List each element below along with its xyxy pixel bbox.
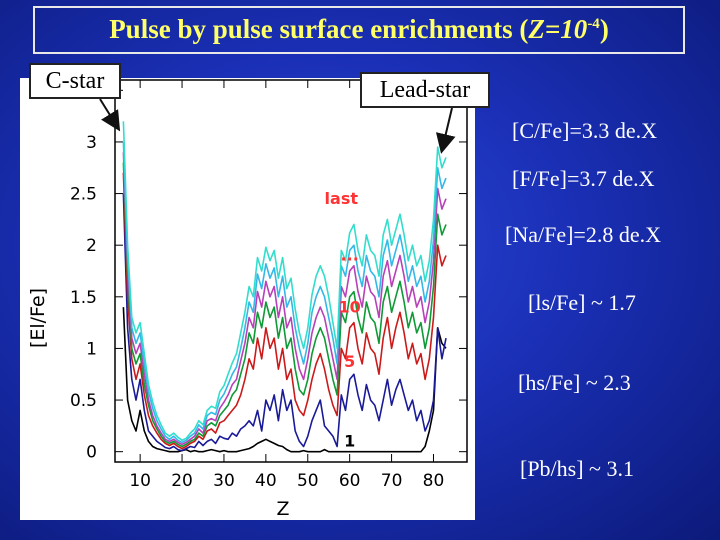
stat-pb-hs: [Pb/hs] ~ 3.1 <box>520 456 634 481</box>
pulse-label-10: 10 <box>339 297 361 316</box>
x-tick-label: 30 <box>213 471 235 491</box>
title-suffix: ) <box>599 14 609 44</box>
pulse-label-1: 1 <box>344 432 355 451</box>
y-tick-label: 1.5 <box>70 288 97 308</box>
pulse-label-dots: ... <box>341 246 359 265</box>
y-tick-label: 0 <box>86 443 97 463</box>
title-variable: Z=10 <box>528 14 588 44</box>
series-line-4 <box>122 152 447 446</box>
title-exponent: -4 <box>587 16 600 32</box>
x-tick-label: 20 <box>171 471 193 491</box>
y-tick-label: 2.5 <box>70 185 97 205</box>
y-tick-label: 3 <box>86 133 97 153</box>
y-tick-label: 2 <box>86 236 97 256</box>
callout-leadstar: Lead-star <box>360 72 490 108</box>
series-line-0 <box>122 307 447 453</box>
callout-leadstar-label: Lead-star <box>379 77 471 103</box>
x-tick-label: 70 <box>381 471 403 491</box>
pulse-label-last: last <box>325 189 359 208</box>
pulse-label-5: 5 <box>344 352 355 371</box>
x-tick-label: 40 <box>255 471 277 491</box>
x-tick-label: 80 <box>423 471 445 491</box>
stat-c-fe: [C/Fe]=3.3 de.X <box>512 118 657 143</box>
plot-frame <box>114 79 468 463</box>
title-box: Pulse by pulse surface enrichments (Z=10… <box>33 6 685 54</box>
callout-cstar: C-star <box>29 63 121 99</box>
series-line-2 <box>122 172 447 450</box>
x-tick-label: 50 <box>297 471 319 491</box>
title-prefix: Pulse by pulse surface enrichments ( <box>109 14 529 44</box>
series-line-3 <box>122 162 447 448</box>
stat-na-fe: [Na/Fe]=2.8 de.X <box>505 222 661 247</box>
series-line-6 <box>122 121 447 442</box>
y-tick-label: 0.5 <box>70 391 97 411</box>
series-line-5 <box>122 141 447 444</box>
series-line-1 <box>122 193 447 452</box>
x-tick-label: 10 <box>129 471 151 491</box>
callout-cstar-label: C-star <box>45 68 105 94</box>
stat-f-fe: [F/Fe]=3.7 de.X <box>512 166 655 191</box>
y-tick-label: 1 <box>86 339 97 359</box>
stat-hs-fe: [hs/Fe] ~ 2.3 <box>518 370 631 395</box>
slide-title: Pulse by pulse surface enrichments (Z=10… <box>35 14 683 45</box>
x-axis-label: Z <box>276 498 289 520</box>
stat-ls-fe: [ls/Fe] ~ 1.7 <box>528 290 636 315</box>
y-axis-label: [El/Fe] <box>27 288 49 348</box>
x-tick-label: 60 <box>339 471 361 491</box>
